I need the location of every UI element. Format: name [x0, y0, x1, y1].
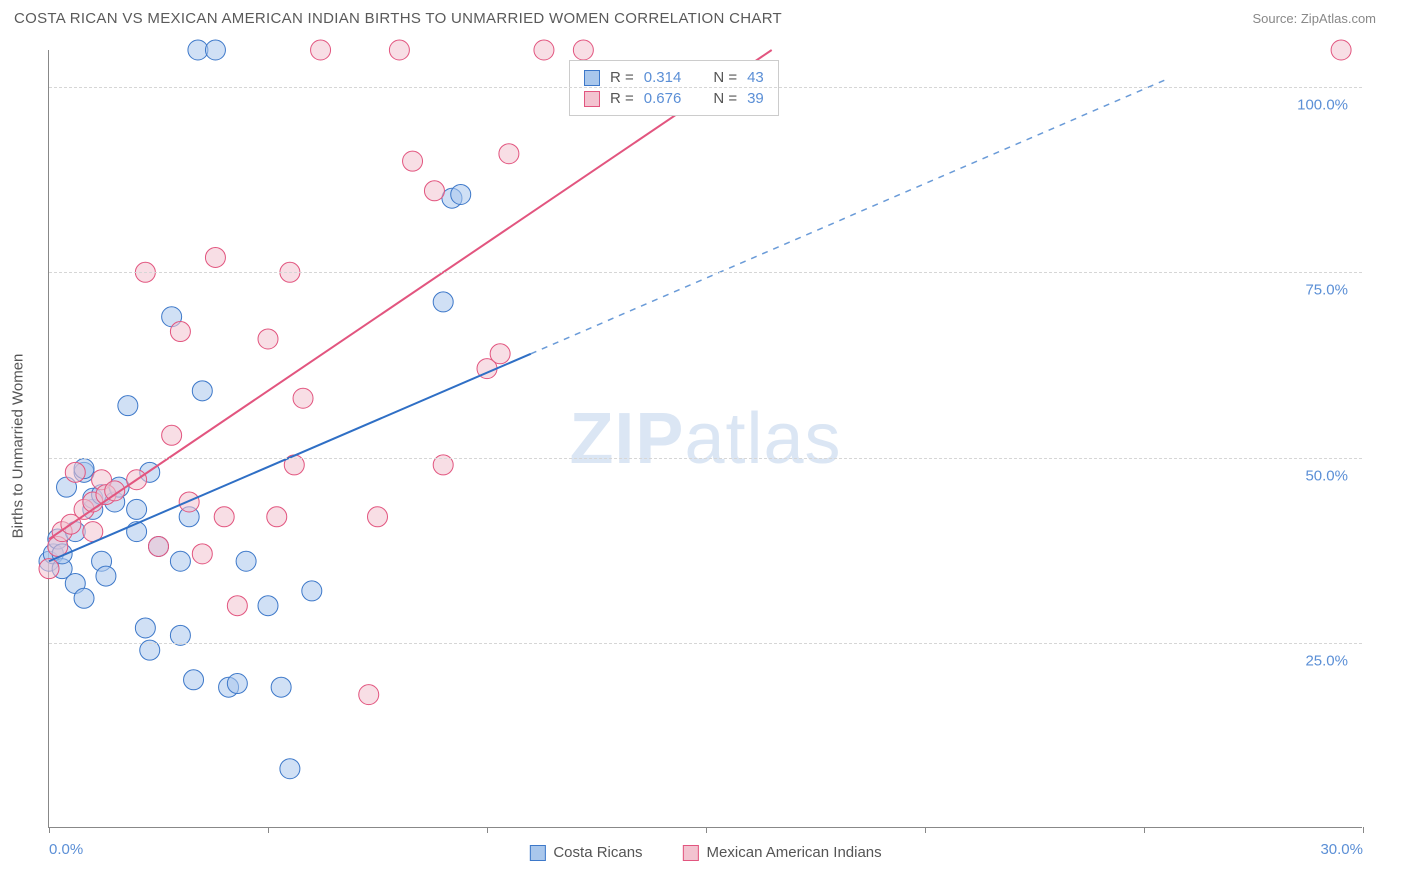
data-point — [389, 40, 409, 60]
data-point — [258, 329, 278, 349]
stat-r-label: R = — [610, 69, 634, 86]
data-point — [424, 181, 444, 201]
stats-row: R = 0.314 N = 43 — [584, 67, 764, 88]
data-point — [280, 759, 300, 779]
data-point — [214, 507, 234, 527]
data-point — [1331, 40, 1351, 60]
data-point — [188, 40, 208, 60]
data-point — [149, 536, 169, 556]
x-tick — [925, 827, 926, 833]
legend-label: Costa Ricans — [553, 844, 642, 861]
x-tick-label: 0.0% — [49, 841, 83, 858]
legend-label: Mexican American Indians — [707, 844, 882, 861]
data-point — [359, 685, 379, 705]
y-tick-label: 100.0% — [1297, 97, 1348, 114]
data-point — [490, 344, 510, 364]
series-swatch — [584, 70, 600, 86]
y-tick-label: 50.0% — [1305, 467, 1348, 484]
data-point — [170, 551, 190, 571]
data-point — [65, 462, 85, 482]
x-tick — [487, 827, 488, 833]
stat-n-label: N = — [713, 69, 737, 86]
grid-line — [49, 643, 1362, 644]
stat-r-value: 0.676 — [644, 90, 682, 107]
legend-swatch — [683, 845, 699, 861]
chart-title: COSTA RICAN VS MEXICAN AMERICAN INDIAN B… — [14, 10, 782, 27]
grid-line — [49, 272, 1362, 273]
data-point — [267, 507, 287, 527]
x-tick — [268, 827, 269, 833]
data-point — [135, 618, 155, 638]
data-point — [534, 40, 554, 60]
data-point — [192, 544, 212, 564]
data-point — [162, 425, 182, 445]
data-point — [258, 596, 278, 616]
data-point — [39, 559, 59, 579]
data-point — [74, 588, 94, 608]
data-point — [184, 670, 204, 690]
stat-n-value: 43 — [747, 69, 764, 86]
grid-line — [49, 87, 1362, 88]
x-tick — [706, 827, 707, 833]
stat-r-label: R = — [610, 90, 634, 107]
x-tick — [49, 827, 50, 833]
data-point — [403, 151, 423, 171]
data-point — [573, 40, 593, 60]
scatter-plot — [49, 50, 1362, 827]
data-point — [170, 322, 190, 342]
data-point — [293, 388, 313, 408]
data-point — [227, 674, 247, 694]
data-point — [271, 677, 291, 697]
x-tick — [1144, 827, 1145, 833]
header: COSTA RICAN VS MEXICAN AMERICAN INDIAN B… — [0, 0, 1406, 33]
legend-item: Costa Ricans — [529, 844, 642, 861]
data-point — [227, 596, 247, 616]
data-point — [499, 144, 519, 164]
series-swatch — [584, 91, 600, 107]
x-tick-label: 30.0% — [1320, 841, 1363, 858]
data-point — [302, 581, 322, 601]
trend-line — [531, 80, 1166, 354]
y-tick-label: 25.0% — [1305, 652, 1348, 669]
stats-row: R = 0.676 N = 39 — [584, 88, 764, 109]
y-tick-label: 75.0% — [1305, 282, 1348, 299]
data-point — [205, 247, 225, 267]
stat-n-label: N = — [713, 90, 737, 107]
bottom-legend: Costa Ricans Mexican American Indians — [529, 844, 881, 861]
data-point — [127, 499, 147, 519]
data-point — [205, 40, 225, 60]
data-point — [451, 184, 471, 204]
data-point — [192, 381, 212, 401]
stat-r-value: 0.314 — [644, 69, 682, 86]
x-tick — [1363, 827, 1364, 833]
stat-n-value: 39 — [747, 90, 764, 107]
chart-area: ZIPatlas R = 0.314N = 43R = 0.676N = 39 … — [48, 50, 1362, 828]
data-point — [118, 396, 138, 416]
data-point — [368, 507, 388, 527]
legend-swatch — [529, 845, 545, 861]
legend-item: Mexican American Indians — [683, 844, 882, 861]
data-point — [433, 292, 453, 312]
trend-line — [49, 50, 772, 539]
data-point — [311, 40, 331, 60]
data-point — [96, 566, 116, 586]
grid-line — [49, 458, 1362, 459]
y-axis-label: Births to Unmarried Women — [10, 354, 27, 539]
data-point — [236, 551, 256, 571]
source-label: Source: ZipAtlas.com — [1252, 11, 1376, 26]
